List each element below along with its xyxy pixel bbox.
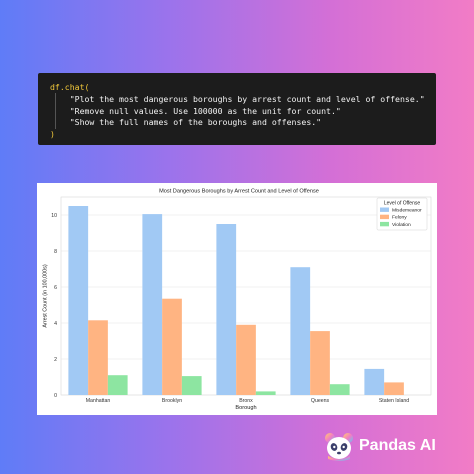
x-tick-label: Staten Island	[379, 398, 409, 404]
bar-felony	[88, 320, 108, 395]
bar-misdemeanor	[364, 368, 385, 395]
legend-title: Level of Offense	[384, 201, 421, 207]
y-axis-label: Arrest Count (in 100,000s)	[43, 264, 49, 327]
panda-logo-icon	[325, 433, 353, 461]
y-tick-label: 4	[54, 321, 57, 327]
y-tick-label: 0	[54, 393, 57, 399]
indent-guide	[55, 93, 56, 129]
y-tick-label: 8	[54, 249, 57, 255]
y-tick-labels: 0 2 4 6 8 10	[51, 213, 57, 399]
legend-swatch	[380, 214, 389, 220]
y-tick-label: 10	[51, 213, 57, 219]
legend: Level of Offense Misdemeanor FelonyViolat…	[376, 197, 428, 231]
bar-misdemeanor	[290, 267, 311, 395]
bar-misdemeanor	[216, 224, 237, 395]
bar-felony	[310, 331, 330, 395]
bars	[68, 206, 404, 395]
bar-violation	[181, 376, 202, 395]
code-line-2: "Plot the most dangerous boroughs by arr…	[69, 93, 425, 104]
bar-felony	[162, 298, 182, 395]
y-tick-label: 6	[54, 285, 57, 291]
legend-entry: Misdemeanor	[392, 207, 422, 213]
bar-violation	[107, 375, 128, 395]
bar-misdemeanor	[142, 214, 163, 395]
code-text: df.chat( "Plot the most dangerous boroug…	[50, 82, 425, 141]
code-line-1: df.chat(	[50, 82, 90, 92]
bar-chart: Most Dangerous Boroughs by Arrest Count …	[43, 189, 432, 411]
x-tick-label: Queens	[311, 398, 330, 404]
brand-name: Pandas AI	[359, 437, 436, 454]
bar-violation	[255, 391, 276, 395]
y-tick-label: 2	[54, 357, 57, 363]
code-line-3: "Remove null values. Use 100000 as the u…	[69, 105, 341, 116]
chart-title: Most Dangerous Boroughs by Arrest Count …	[159, 189, 319, 195]
bar-violation	[329, 384, 350, 395]
x-tick-label: Brooklyn	[162, 398, 182, 404]
legend-entry: Violation	[392, 222, 411, 228]
code-line-5: )	[50, 129, 55, 140]
legend-box	[376, 197, 428, 231]
x-axis-label: Borough	[235, 405, 256, 411]
bar-felony	[384, 382, 404, 395]
bar-misdemeanor	[68, 206, 89, 395]
legend-entry: Felony	[392, 215, 407, 221]
x-tick-labels: Manhattan Brooklyn Bronx Queens Staten Islan…	[86, 398, 410, 404]
code-snippet: df.chat( "Plot the most dangerous boroug…	[38, 73, 436, 145]
legend-swatch	[380, 221, 389, 227]
chart-card: Most Dangerous Boroughs by Arrest Count …	[37, 183, 437, 415]
bar-felony	[236, 324, 256, 395]
legend-swatch	[380, 207, 389, 212]
x-tick-label: Bronx	[239, 398, 253, 404]
code-line-4: "Show the full names of the boroughs and…	[69, 117, 322, 128]
brand: Pandas AI	[324, 430, 436, 462]
x-tick-label: Manhattan	[86, 398, 111, 404]
